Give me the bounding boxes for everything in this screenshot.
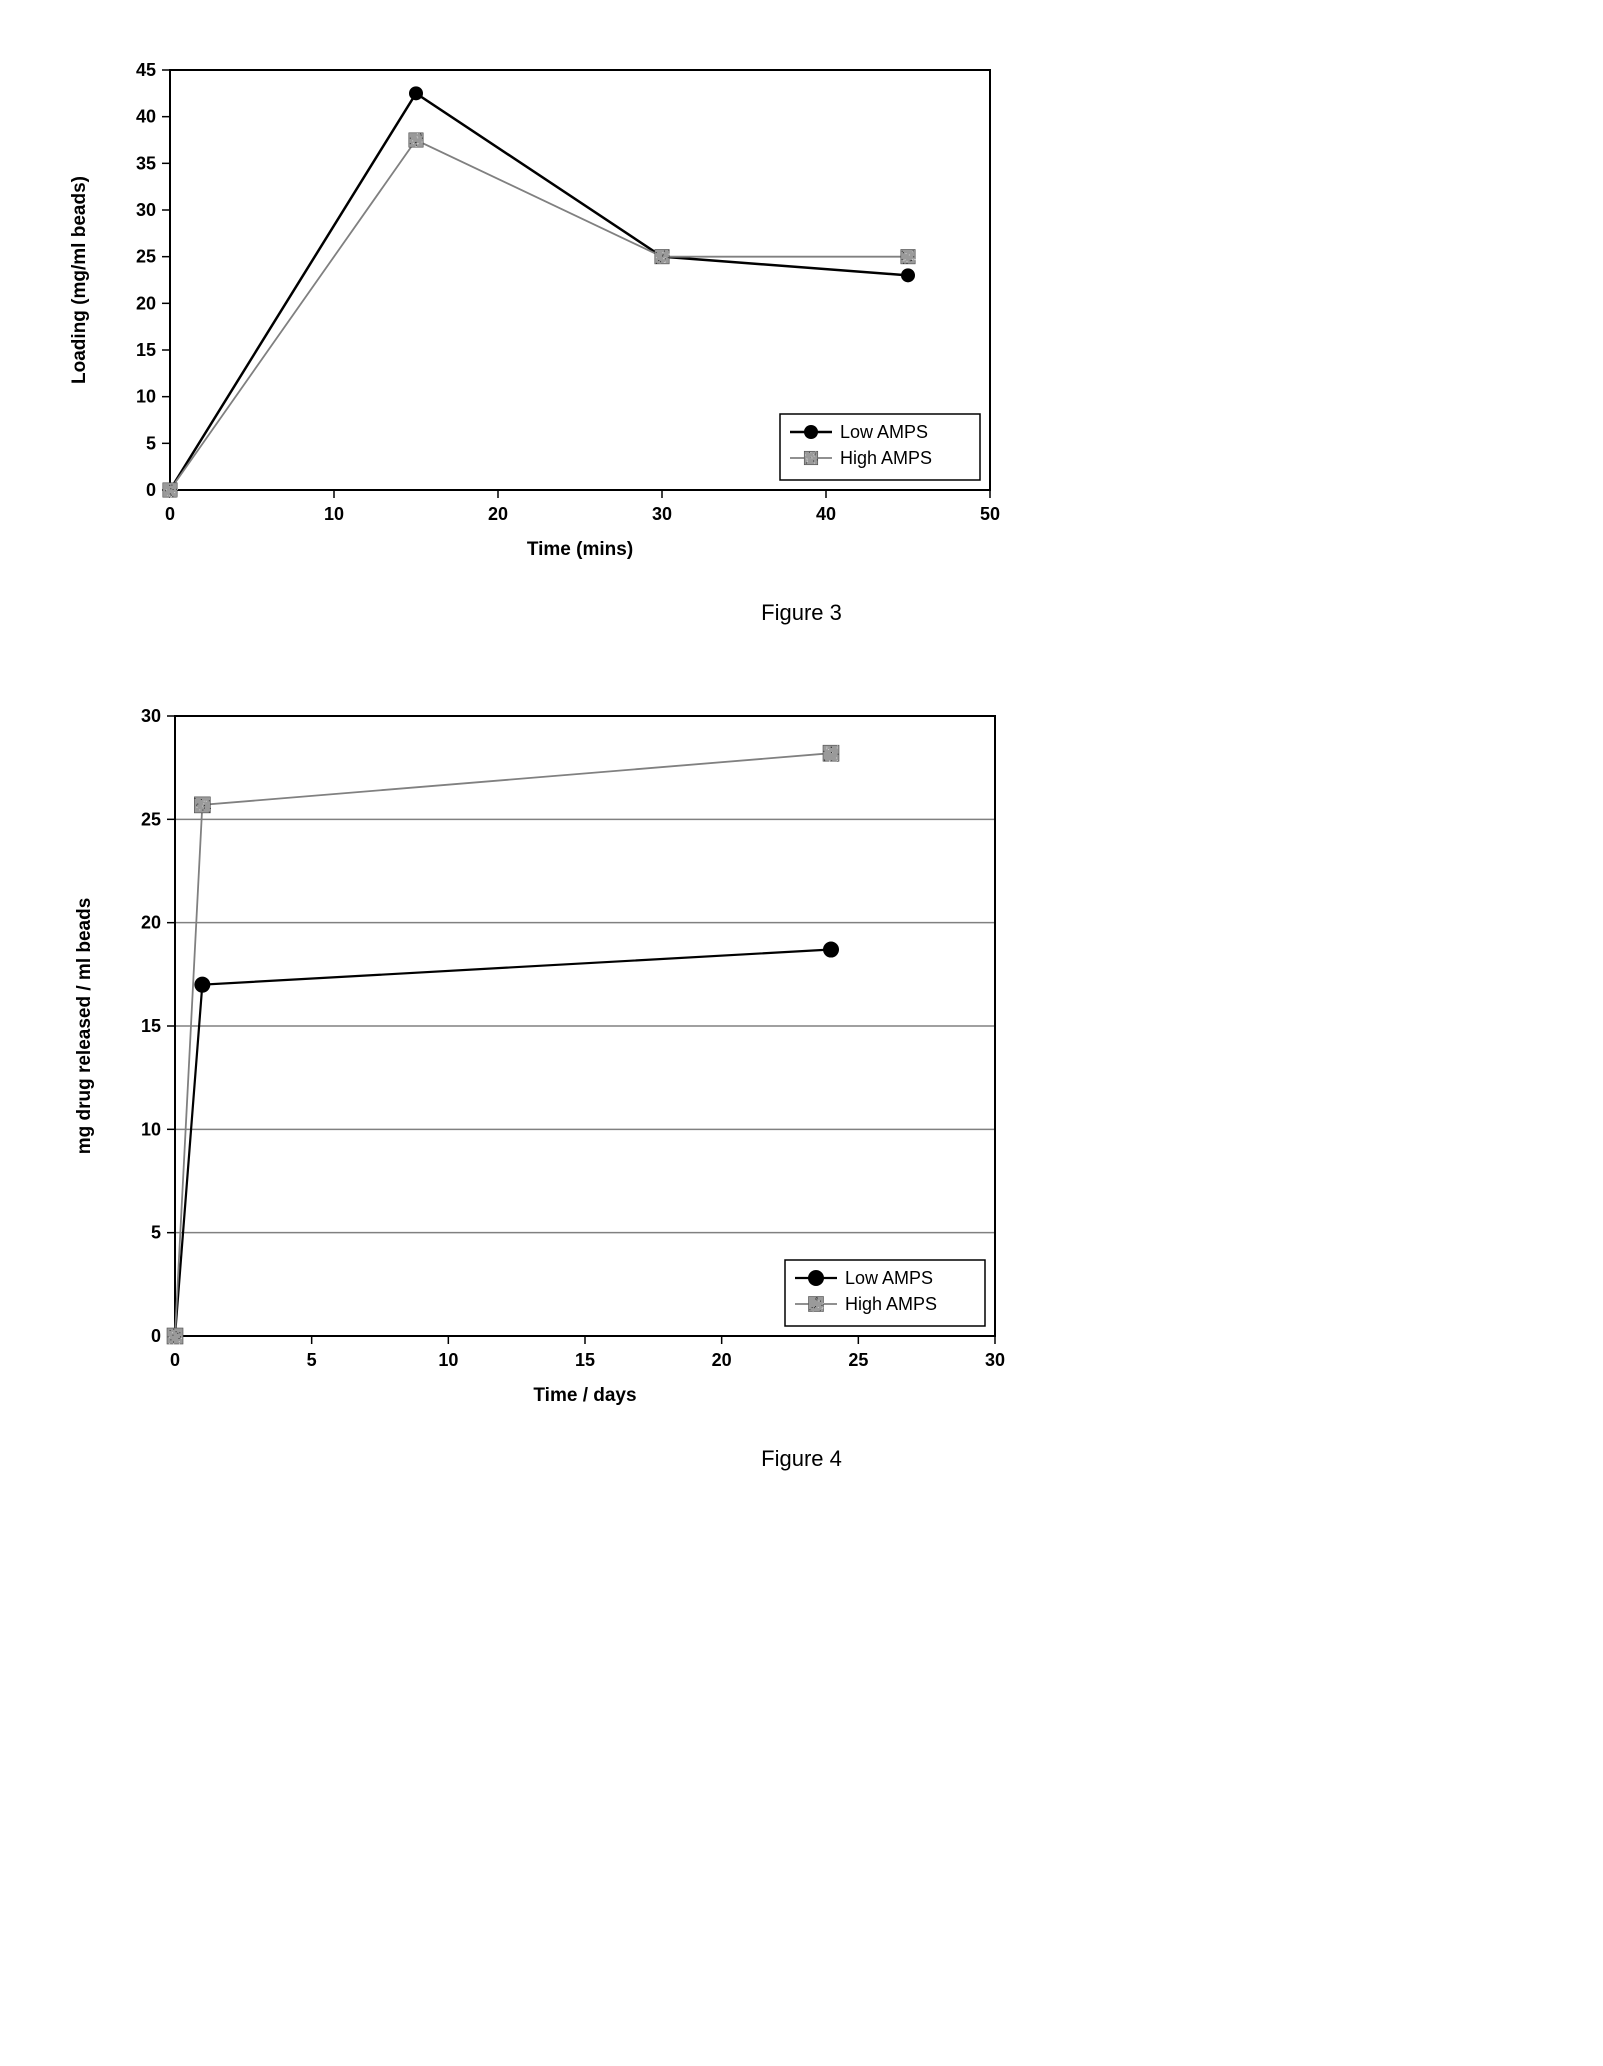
svg-text:High AMPS: High AMPS — [845, 1294, 937, 1314]
svg-text:15: 15 — [141, 1016, 161, 1036]
svg-text:10: 10 — [136, 387, 156, 407]
svg-text:40: 40 — [816, 504, 836, 524]
svg-text:Time (mins): Time (mins) — [527, 539, 633, 560]
svg-text:0: 0 — [151, 1326, 161, 1346]
svg-text:0: 0 — [146, 480, 156, 500]
svg-text:30: 30 — [136, 200, 156, 220]
svg-text:40: 40 — [136, 107, 156, 127]
svg-text:0: 0 — [165, 504, 175, 524]
svg-text:10: 10 — [141, 1119, 161, 1139]
figure-3-container: 0 10 20 30 40 50 0 5 10 15 20 25 30 35 40 45 Time (mins)… — [40, 40, 1563, 626]
svg-text:Time / days: Time / days — [533, 1385, 636, 1406]
figure-4-chart: 0 5 10 15 20 25 30 0 5 10 15 20 25 30 Time / days mg dr… — [40, 686, 1025, 1426]
svg-text:15: 15 — [575, 1350, 595, 1370]
svg-text:20: 20 — [141, 913, 161, 933]
svg-text:25: 25 — [848, 1350, 868, 1370]
svg-text:45: 45 — [136, 60, 156, 80]
svg-text:Loading (mg/ml beads): Loading (mg/ml beads) — [69, 176, 90, 384]
svg-text:20: 20 — [136, 293, 156, 313]
svg-text:20: 20 — [712, 1350, 732, 1370]
svg-text:15: 15 — [136, 340, 156, 360]
svg-text:35: 35 — [136, 153, 156, 173]
svg-text:5: 5 — [146, 433, 156, 453]
svg-text:Low AMPS: Low AMPS — [845, 1268, 933, 1288]
svg-text:25: 25 — [141, 809, 161, 829]
svg-text:0: 0 — [170, 1350, 180, 1370]
svg-text:10: 10 — [324, 504, 344, 524]
svg-text:High AMPS: High AMPS — [840, 448, 932, 468]
svg-text:20: 20 — [488, 504, 508, 524]
svg-text:30: 30 — [985, 1350, 1005, 1370]
svg-text:30: 30 — [141, 706, 161, 726]
svg-text:30: 30 — [652, 504, 672, 524]
svg-text:5: 5 — [307, 1350, 317, 1370]
figure-3-chart: 0 10 20 30 40 50 0 5 10 15 20 25 30 35 40 45 Time (mins)… — [40, 40, 1020, 580]
figure-4-container: 0 5 10 15 20 25 30 0 5 10 15 20 25 30 Time / days mg dr… — [40, 686, 1563, 1472]
svg-text:10: 10 — [438, 1350, 458, 1370]
svg-text:Low AMPS: Low AMPS — [840, 422, 928, 442]
figure-3-caption: Figure 3 — [40, 600, 1563, 626]
svg-text:mg drug released / ml beads: mg drug released / ml beads — [74, 898, 95, 1155]
svg-text:5: 5 — [151, 1223, 161, 1243]
svg-text:25: 25 — [136, 247, 156, 267]
figure-4-caption: Figure 4 — [40, 1446, 1563, 1472]
svg-text:50: 50 — [980, 504, 1000, 524]
